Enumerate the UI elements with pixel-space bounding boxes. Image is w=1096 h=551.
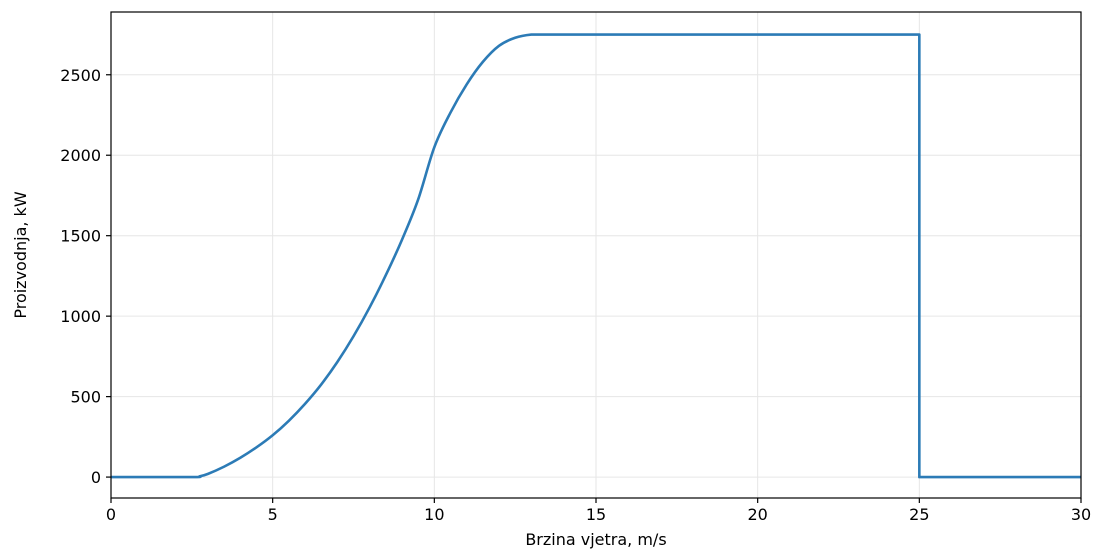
x-tick-label: 0: [106, 505, 116, 524]
y-tick-label: 2500: [60, 66, 101, 85]
ticks: 0 5 10 15 20 25 30 0 500 1000 1500 2000 2500: [60, 66, 1091, 524]
x-tick-label: 15: [586, 505, 606, 524]
y-tick-label: 2000: [60, 146, 101, 165]
y-tick-label: 1500: [60, 227, 101, 246]
x-tick-label: 10: [424, 505, 444, 524]
x-tick-label: 25: [909, 505, 929, 524]
y-tick-label: 0: [91, 468, 101, 487]
power-curve-line: [111, 33, 1081, 479]
series-layer: [111, 33, 1081, 479]
x-tick-label: 20: [747, 505, 767, 524]
x-tick-label: 30: [1071, 505, 1091, 524]
x-axis-label: Brzina vjetra, m/s: [525, 530, 666, 549]
y-tick-label: 500: [70, 388, 101, 407]
grid: [110, 12, 1082, 498]
x-tick-label: 5: [268, 505, 278, 524]
y-tick-label: 1000: [60, 307, 101, 326]
y-axis-label: Proizvodnja, kW: [11, 191, 30, 318]
